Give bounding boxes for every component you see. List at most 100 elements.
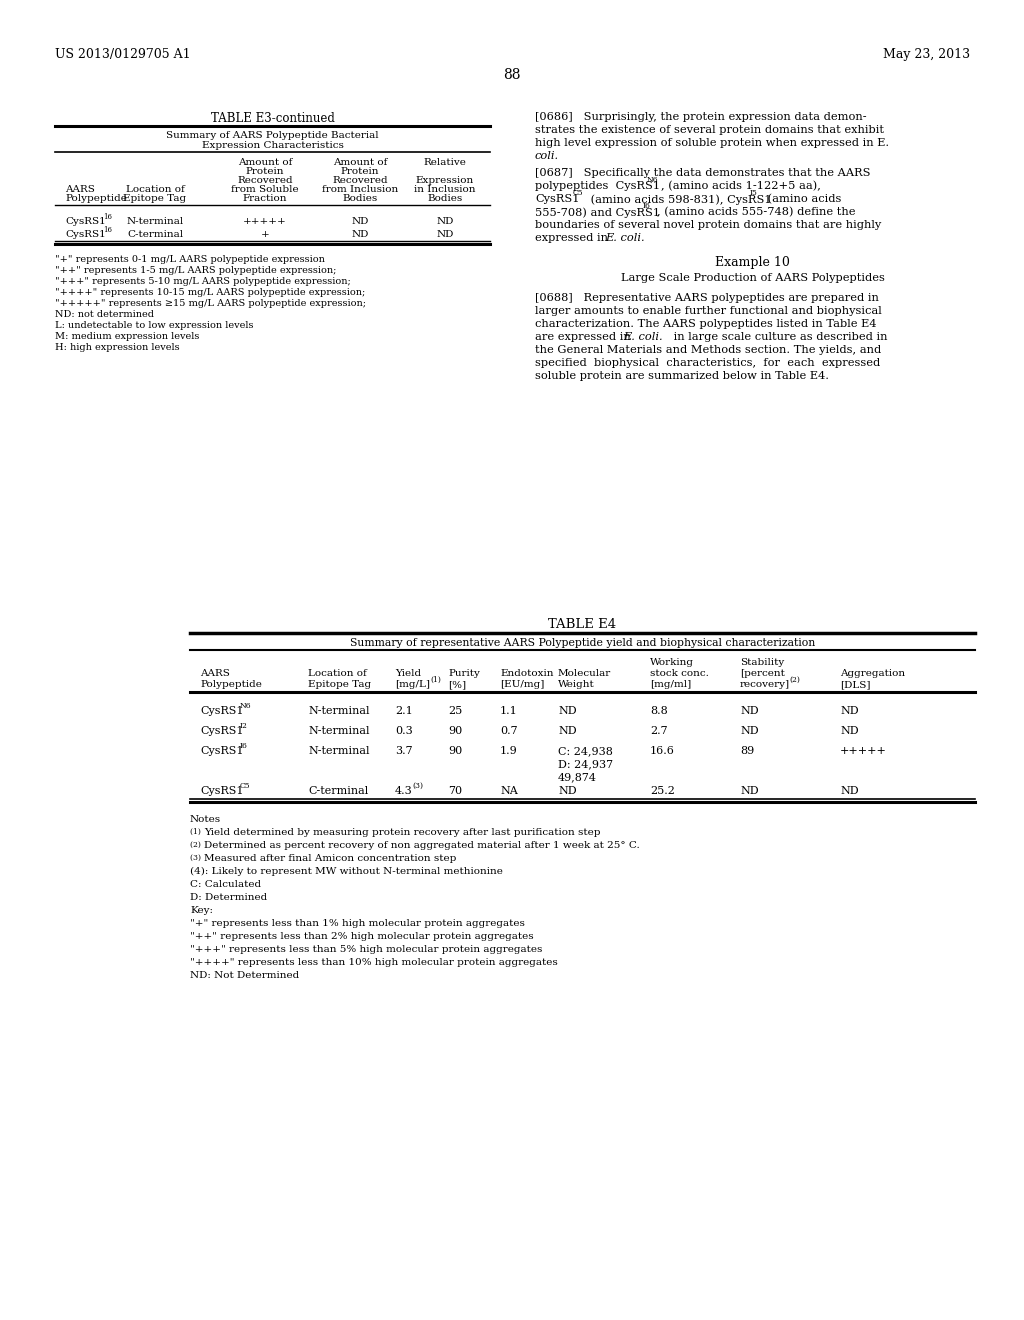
Text: (3): (3) — [412, 781, 423, 789]
Text: Endotoxin: Endotoxin — [500, 669, 554, 678]
Text: ND: ND — [840, 785, 859, 796]
Text: D: Determined: D: Determined — [190, 894, 267, 902]
Text: 555-708) and CysRS1: 555-708) and CysRS1 — [535, 207, 660, 218]
Text: [0686]   Surprisingly, the protein expression data demon-: [0686] Surprisingly, the protein express… — [535, 112, 866, 121]
Text: polypeptides  CysRS1: polypeptides CysRS1 — [535, 181, 660, 191]
Text: N6: N6 — [240, 702, 252, 710]
Text: I5: I5 — [750, 189, 758, 197]
Text: recovery]: recovery] — [740, 680, 791, 689]
Text: Location of: Location of — [308, 669, 367, 678]
Text: Location of: Location of — [126, 185, 184, 194]
Text: N6: N6 — [647, 176, 658, 183]
Text: Aggregation: Aggregation — [840, 669, 905, 678]
Text: ND: ND — [740, 785, 759, 796]
Text: (3): (3) — [190, 854, 204, 862]
Text: TABLE E4: TABLE E4 — [549, 618, 616, 631]
Text: CysRS1: CysRS1 — [200, 785, 244, 796]
Text: specified  biophysical  characteristics,  for  each  expressed: specified biophysical characteristics, f… — [535, 358, 881, 368]
Text: soluble protein are summarized below in Table E4.: soluble protein are summarized below in … — [535, 371, 829, 381]
Text: "++" represents less than 2% high molecular protein aggregates: "++" represents less than 2% high molecu… — [190, 932, 534, 941]
Text: C-terminal: C-terminal — [127, 230, 183, 239]
Text: Yield determined by measuring protein recovery after last purification step: Yield determined by measuring protein re… — [204, 828, 600, 837]
Text: Epitope Tag: Epitope Tag — [308, 680, 371, 689]
Text: C: Calculated: C: Calculated — [190, 880, 261, 888]
Text: D: 24,937: D: 24,937 — [558, 759, 613, 770]
Text: Working: Working — [650, 657, 694, 667]
Text: Bodies: Bodies — [427, 194, 463, 203]
Text: [percent: [percent — [740, 669, 784, 678]
Text: NA: NA — [500, 785, 518, 796]
Text: TABLE E3-continued: TABLE E3-continued — [211, 112, 335, 125]
Text: N-terminal: N-terminal — [308, 726, 370, 737]
Text: in large scale culture as described in: in large scale culture as described in — [670, 333, 888, 342]
Text: Purity: Purity — [449, 669, 480, 678]
Text: Determined as percent recovery of non aggregated material after 1 week at 25° C.: Determined as percent recovery of non ag… — [204, 841, 640, 850]
Text: , (amino acids 555-748) define the: , (amino acids 555-748) define the — [657, 207, 855, 218]
Text: I6: I6 — [643, 202, 651, 210]
Text: AARS: AARS — [200, 669, 229, 678]
Text: strates the existence of several protein domains that exhibit: strates the existence of several protein… — [535, 125, 884, 135]
Text: stock conc.: stock conc. — [650, 669, 709, 678]
Text: 1.9: 1.9 — [500, 746, 518, 756]
Text: (2): (2) — [790, 676, 800, 684]
Text: 2.1: 2.1 — [395, 706, 413, 715]
Text: Amount of: Amount of — [238, 158, 292, 168]
Text: ND: not determined: ND: not determined — [55, 310, 154, 319]
Text: Key:: Key: — [190, 906, 213, 915]
Text: ND: ND — [840, 706, 859, 715]
Text: Summary of representative AARS Polypeptide yield and biophysical characterizatio: Summary of representative AARS Polypepti… — [350, 638, 815, 648]
Text: ND: ND — [558, 785, 577, 796]
Text: 1.1: 1.1 — [500, 706, 518, 715]
Text: (4): Likely to represent MW without N-terminal methionine: (4): Likely to represent MW without N-te… — [190, 867, 503, 876]
Text: M: medium expression levels: M: medium expression levels — [55, 333, 200, 341]
Text: Protein: Protein — [341, 168, 379, 176]
Text: Recovered: Recovered — [238, 176, 293, 185]
Text: N-terminal: N-terminal — [308, 706, 370, 715]
Text: 16: 16 — [103, 226, 112, 234]
Text: ND: ND — [351, 216, 369, 226]
Text: "+++" represents less than 5% high molecular protein aggregates: "+++" represents less than 5% high molec… — [190, 945, 543, 954]
Text: C-terminal: C-terminal — [308, 785, 369, 796]
Text: 25.2: 25.2 — [650, 785, 675, 796]
Text: I2: I2 — [240, 722, 248, 730]
Text: Summary of AARS Polypeptide Bacterial: Summary of AARS Polypeptide Bacterial — [166, 131, 379, 140]
Text: 8.8: 8.8 — [650, 706, 668, 715]
Text: expressed in: expressed in — [535, 234, 611, 243]
Text: E. coli.: E. coli. — [605, 234, 645, 243]
Text: "++" represents 1-5 mg/L AARS polypeptide expression;: "++" represents 1-5 mg/L AARS polypeptid… — [55, 267, 336, 275]
Text: CysRS1: CysRS1 — [200, 726, 244, 737]
Text: CysRS1: CysRS1 — [65, 230, 105, 239]
Text: May 23, 2013: May 23, 2013 — [883, 48, 970, 61]
Text: 49,874: 49,874 — [558, 772, 597, 781]
Text: (1): (1) — [430, 676, 441, 684]
Text: 0.7: 0.7 — [500, 726, 517, 737]
Text: 16.6: 16.6 — [650, 746, 675, 756]
Text: ND: Not Determined: ND: Not Determined — [190, 972, 299, 979]
Text: US 2013/0129705 A1: US 2013/0129705 A1 — [55, 48, 190, 61]
Text: larger amounts to enable further functional and biophysical: larger amounts to enable further functio… — [535, 306, 882, 315]
Text: Relative: Relative — [424, 158, 467, 168]
Text: Stability: Stability — [740, 657, 784, 667]
Text: N-terminal: N-terminal — [308, 746, 370, 756]
Text: [EU/mg]: [EU/mg] — [500, 680, 545, 689]
Text: CysRS1: CysRS1 — [535, 194, 580, 205]
Text: ND: ND — [558, 726, 577, 737]
Text: 0.3: 0.3 — [395, 726, 413, 737]
Text: ND: ND — [436, 230, 454, 239]
Text: CysRS1: CysRS1 — [200, 706, 244, 715]
Text: "++++" represents less than 10% high molecular protein aggregates: "++++" represents less than 10% high mol… — [190, 958, 558, 968]
Text: characterization. The AARS polypeptides listed in Table E4: characterization. The AARS polypeptides … — [535, 319, 877, 329]
Text: 90: 90 — [449, 746, 462, 756]
Text: CysRS1: CysRS1 — [200, 746, 244, 756]
Text: high level expression of soluble protein when expressed in E.: high level expression of soluble protein… — [535, 139, 889, 148]
Text: I6: I6 — [240, 742, 248, 750]
Text: 90: 90 — [449, 726, 462, 737]
Text: Weight: Weight — [558, 680, 595, 689]
Text: ND: ND — [740, 706, 759, 715]
Text: E. coli.: E. coli. — [623, 333, 663, 342]
Text: Bodies: Bodies — [342, 194, 378, 203]
Text: from Soluble: from Soluble — [231, 185, 299, 194]
Text: 3.7: 3.7 — [395, 746, 413, 756]
Text: [%]: [%] — [449, 680, 466, 689]
Text: Notes: Notes — [190, 814, 221, 824]
